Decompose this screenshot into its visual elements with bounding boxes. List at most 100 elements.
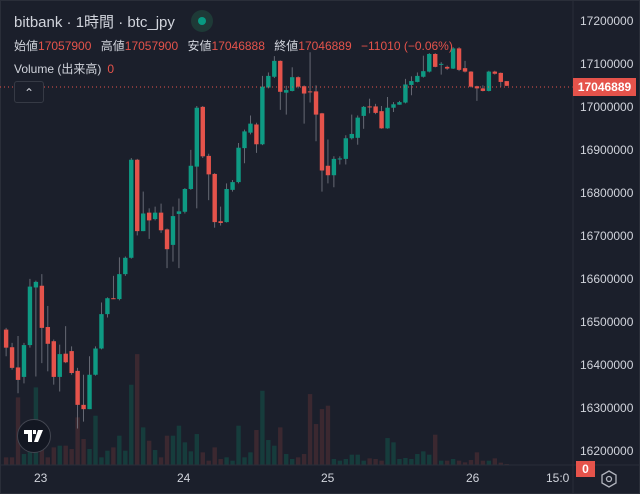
volume-bar (164, 435, 170, 465)
volume-bar (355, 454, 360, 465)
candle-body (81, 404, 86, 410)
candle-body (206, 155, 211, 175)
candle-body (504, 81, 509, 86)
candle-body (272, 60, 277, 77)
candle-up (242, 129, 247, 164)
settings-gear-icon[interactable] (600, 470, 618, 488)
volume-bar (3, 457, 9, 465)
volume-bar (462, 462, 468, 465)
symbol-title-text: bitbank · 1時間 · btc_jpy (14, 13, 175, 31)
candle-body (242, 131, 247, 149)
volume-bar (492, 458, 498, 465)
candle-body (409, 81, 414, 85)
candle-body (325, 165, 331, 176)
candle-up (129, 158, 134, 259)
volume-bar (230, 460, 235, 465)
volume-bar (409, 459, 414, 465)
volume-legend[interactable]: Volume (出来高) 0 (14, 60, 114, 77)
candle-body (284, 90, 289, 93)
market-open-status-icon (190, 10, 213, 32)
collapse-legend-button[interactable]: ⌃ (14, 81, 44, 103)
candle-up (188, 149, 194, 190)
candle-up (248, 115, 253, 135)
volume-bar (284, 454, 289, 465)
candle-body (158, 212, 164, 231)
volume-bar (140, 427, 146, 465)
candle-up (272, 56, 277, 79)
candle-down (498, 72, 503, 87)
candle-body (355, 117, 360, 138)
tradingview-logo[interactable] (17, 419, 51, 453)
candle-up (260, 75, 265, 146)
time-tick-label: 15:0 (546, 471, 570, 485)
candle-body (373, 106, 378, 113)
ohlc-legend: 始値17057900 高値17057900 安値17046888 終値17046… (14, 37, 459, 54)
volume-bar (266, 440, 271, 465)
candle-body (492, 71, 498, 74)
candle-body (444, 66, 450, 69)
candle-body (152, 212, 158, 220)
open-label: 始値 (14, 39, 39, 53)
volume-bar (51, 447, 56, 465)
symbol-title[interactable]: bitbank · 1時間 · btc_jpy (14, 10, 213, 32)
candle-body (427, 53, 432, 72)
volume-bar (301, 454, 307, 465)
volume-bar (57, 445, 62, 465)
candle-up (105, 297, 110, 318)
candle-down (164, 228, 170, 269)
volume-bar (117, 435, 122, 465)
candle-up (93, 346, 98, 376)
candle-body (33, 281, 39, 288)
candle-body (170, 216, 176, 245)
candle-up (427, 53, 432, 73)
candle-down (206, 153, 211, 201)
high-value: 17057900 (124, 39, 179, 53)
volume-bar (146, 440, 152, 465)
price-tick-label: 16300000 (580, 401, 634, 415)
candle-body (278, 60, 283, 92)
price-tick-label: 16900000 (580, 143, 634, 157)
candle-body (349, 133, 354, 139)
candle-body (117, 274, 122, 300)
candle-up (236, 142, 241, 184)
candle-body (57, 354, 62, 377)
volume-bar (105, 450, 110, 465)
candle-up (391, 102, 396, 113)
candle-up (331, 156, 337, 188)
volume-bar (75, 417, 80, 465)
candle-body (254, 124, 259, 145)
candle-body (367, 106, 372, 108)
low-value: 17046888 (211, 39, 265, 53)
candle-down (379, 106, 384, 129)
candle-body (307, 91, 313, 93)
candle-body (230, 182, 235, 190)
candle-up (284, 85, 289, 115)
candle-body (403, 84, 408, 103)
candle-down (135, 158, 140, 236)
candle-body (212, 173, 217, 223)
candle-body (21, 345, 27, 377)
candle-body (433, 53, 438, 67)
candle-up (397, 100, 402, 105)
candle-up (33, 280, 39, 377)
candle-body (385, 107, 390, 129)
candle-up (355, 115, 360, 145)
candle-up (57, 344, 62, 392)
candle-up (182, 188, 188, 214)
candle-up (266, 72, 271, 89)
candle-down (504, 81, 509, 86)
close-value: 17046889 (298, 39, 352, 53)
candle-body (331, 158, 337, 176)
volume-bar (21, 454, 27, 465)
candle-up (152, 206, 158, 221)
price-tick-label: 17200000 (580, 14, 634, 28)
volume-bar (206, 460, 211, 465)
volume-bar (385, 438, 390, 465)
price-tick-label: 16400000 (580, 358, 634, 372)
candle-body (421, 71, 426, 77)
candle-up (117, 257, 122, 301)
candle-up (421, 55, 426, 78)
candle-down (480, 85, 486, 92)
close-label: 終値 (274, 39, 299, 53)
